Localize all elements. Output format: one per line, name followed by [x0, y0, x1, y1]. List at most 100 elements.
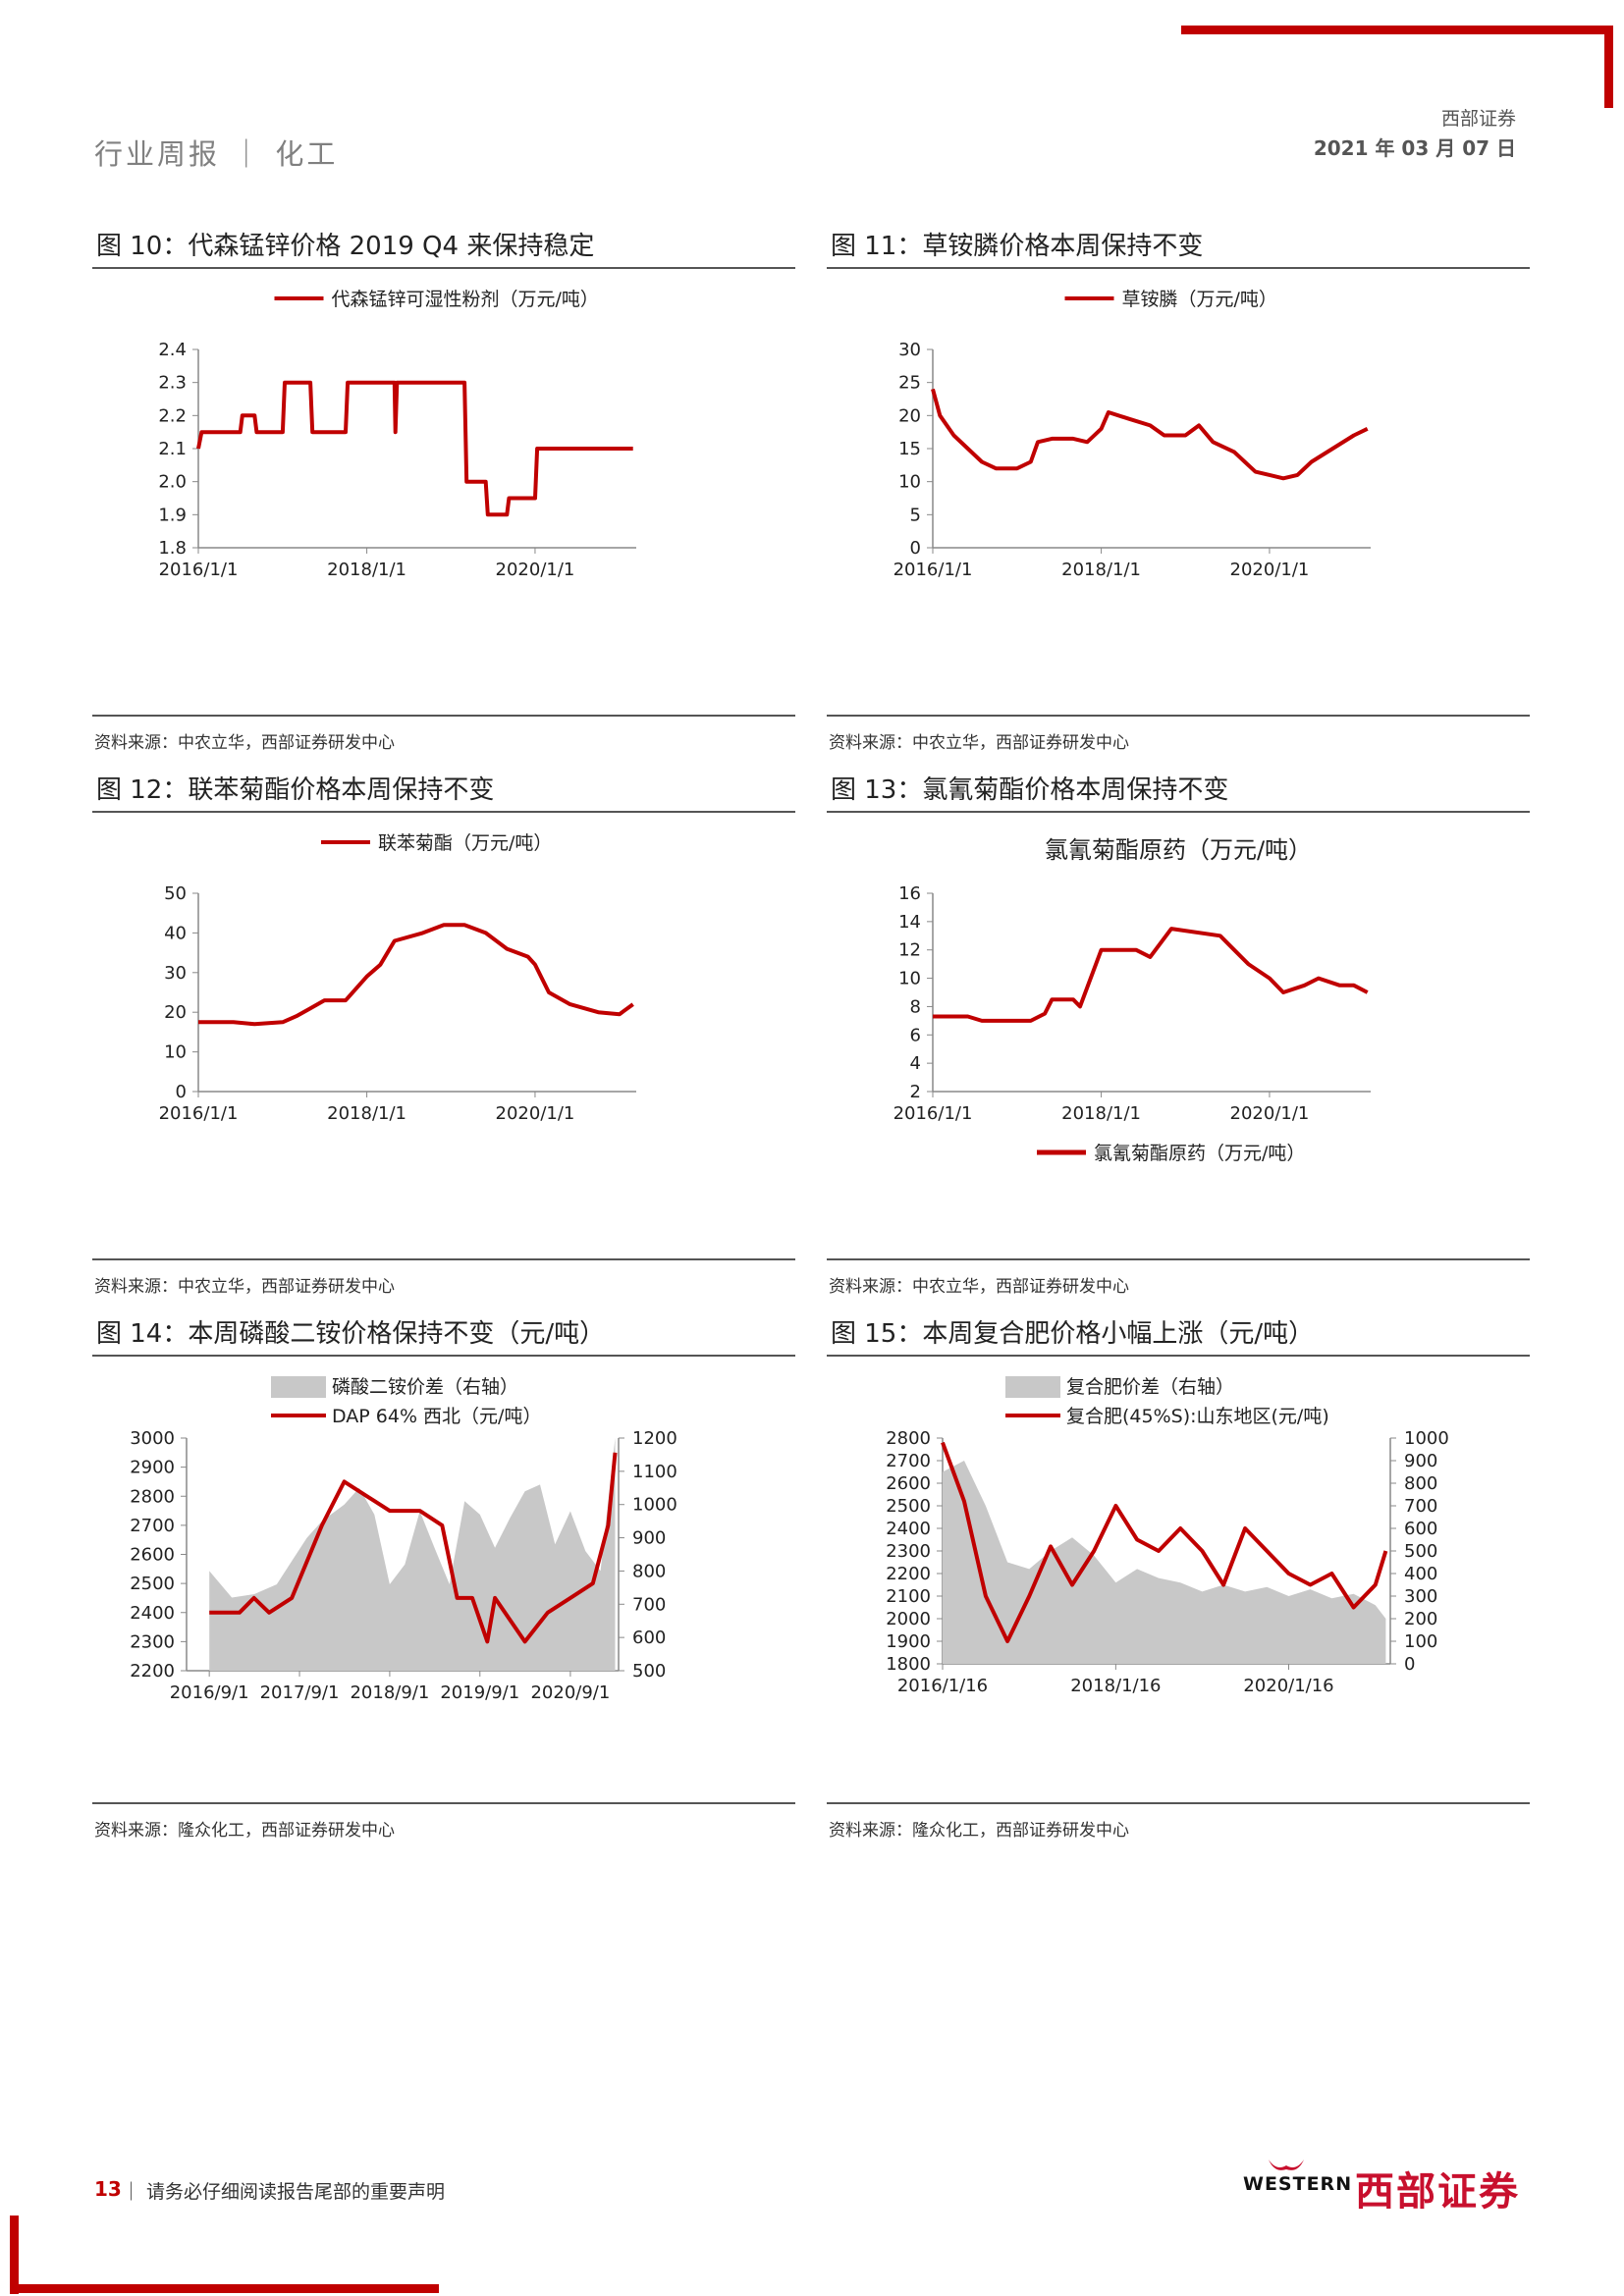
y-tick-label: 8 [910, 996, 921, 1017]
figure-title-rule [827, 267, 1530, 269]
bottom-left-red-bar [10, 2216, 19, 2294]
y-tick-label: 3000 [130, 1428, 175, 1449]
y-tick-label: 40 [164, 923, 187, 943]
y-tick-label: 2.4 [158, 340, 187, 360]
y-tick-label: 16 [898, 883, 921, 904]
y-tick-label: 10 [164, 1042, 187, 1063]
figure-source-rule [827, 1258, 1530, 1260]
y-tick-label: 14 [898, 912, 921, 933]
figure-source: 资料来源：隆众化工，西部证券研发中心 [94, 1821, 395, 1841]
legend-label: 复合肥(45%S):山东地区(元/吨) [1066, 1406, 1329, 1427]
chart-12: 0 10 20 30 40 50 2016/1/1 2018/1/1 2020/1/1 联苯菊酯（… [159, 832, 636, 1124]
y-tick-label: 2000 [886, 1609, 931, 1629]
figure-panel-15: 图 15：本周复合肥价格小幅上涨（元/吨） 1800 1900 2000 2100 22… [827, 1313, 1530, 1843]
legend-label: DAP 64% 西北（元/吨） [332, 1406, 541, 1427]
figure-title-rule [827, 811, 1530, 813]
y-tick-right-label: 500 [1404, 1541, 1437, 1562]
y-tick-label: 0 [176, 1082, 187, 1102]
y-tick-label: 2500 [886, 1496, 931, 1517]
x-tick-label: 2018/1/1 [1061, 560, 1141, 580]
x-tick-label: 2016/9/1 [170, 1682, 249, 1703]
y-tick-right-label: 0 [1404, 1654, 1415, 1675]
legend-label: 代森锰锌可湿性粉剂（万元/吨） [332, 289, 599, 310]
logo-text-cn: 西部证券 [1355, 2169, 1520, 2215]
y-tick-right-label: 800 [1404, 1473, 1437, 1494]
y-tick-label: 10 [898, 472, 921, 493]
y-tick-right-label: 100 [1404, 1631, 1437, 1652]
y-tick-label: 2700 [130, 1516, 175, 1536]
y-tick-right-label: 300 [1404, 1586, 1437, 1607]
figure-title: 图 10：代森锰锌价格 2019 Q4 来保持稳定 [96, 232, 595, 261]
chart-13: 2 4 6 8 10 12 14 16 2016/1/1 2018/1/1 2020/1/1 氯氰菊酯… [893, 836, 1371, 1164]
x-tick-label: 2016/1/1 [893, 560, 973, 580]
series-line-0 [196, 380, 633, 517]
y-tick-right-label: 400 [1404, 1564, 1437, 1584]
figure-title: 图 14：本周磷酸二铵价格保持不变（元/吨） [96, 1319, 606, 1349]
figure-panel-11: 图 11：草铵膦价格本周保持不变 0 5 10 15 20 25 30 2016/1/1 201… [827, 226, 1530, 756]
y-tick-right-label: 900 [1404, 1451, 1437, 1471]
figure-title-rule [827, 1355, 1530, 1357]
x-tick-label: 2016/1/1 [159, 1103, 239, 1124]
company-name: 西部证券 [1440, 108, 1516, 130]
y-tick-label: 2200 [886, 1564, 931, 1584]
bull-logo-icon [1267, 2158, 1306, 2173]
series-line-0 [933, 927, 1369, 1023]
legend-swatch [1005, 1376, 1060, 1398]
y-tick-label: 2100 [886, 1586, 931, 1607]
x-tick-label: 2017/9/1 [260, 1682, 340, 1703]
y-tick-right-label: 1000 [632, 1495, 677, 1516]
y-tick-label: 2 [910, 1082, 921, 1102]
report-date: 2021 年 03 月 07 日 [1313, 136, 1516, 160]
y-tick-label: 25 [898, 373, 921, 394]
report-section: 行业周报 ｜ 化工 [94, 137, 339, 171]
legend-label: 氯氰菊酯原药（万元/吨） [1094, 1143, 1305, 1164]
y-tick-label: 2800 [130, 1486, 175, 1507]
figure-source: 资料来源：隆众化工，西部证券研发中心 [829, 1821, 1129, 1841]
legend-label: 磷酸二铵价差（右轴） [332, 1376, 518, 1398]
chart-11: 0 5 10 15 20 25 30 2016/1/1 2018/1/1 2020/1/1 草铵膦（… [893, 289, 1371, 580]
x-tick-label: 2020/1/1 [496, 1103, 575, 1124]
y-tick-right-label: 700 [1404, 1496, 1437, 1517]
y-tick-label: 2400 [886, 1519, 931, 1539]
figure-title: 图 13：氯氰菊酯价格本周保持不变 [831, 775, 1229, 805]
x-tick-label: 2020/1/1 [1230, 560, 1310, 580]
series-line-1 [209, 1452, 618, 1644]
y-tick-right-label: 900 [632, 1528, 666, 1549]
page-number: 13 [94, 2177, 122, 2201]
y-tick-label: 0 [910, 538, 921, 559]
series-line-0 [198, 923, 634, 1027]
figure-title: 图 12：联苯菊酯价格本周保持不变 [96, 775, 495, 805]
x-tick-label: 2018/9/1 [350, 1682, 429, 1703]
x-tick-label: 2016/1/1 [159, 560, 239, 580]
x-tick-label: 2018/1/1 [327, 560, 406, 580]
y-tick-label: 30 [898, 340, 921, 360]
figure-source-rule [92, 1258, 795, 1260]
y-tick-label: 2600 [886, 1473, 931, 1494]
y-tick-right-label: 700 [632, 1594, 666, 1615]
y-tick-label: 15 [898, 439, 921, 459]
y-tick-label: 6 [910, 1025, 921, 1045]
y-tick-right-label: 600 [632, 1628, 666, 1648]
y-tick-label: 20 [898, 405, 921, 426]
figure-source: 资料来源：中农立华，西部证券研发中心 [829, 1277, 1129, 1297]
y-tick-label: 50 [164, 883, 187, 904]
legend-label: 复合肥价差（右轴） [1066, 1376, 1234, 1398]
y-tick-right-label: 200 [1404, 1609, 1437, 1629]
y-tick-label: 2.0 [158, 472, 187, 493]
figure-source: 资料来源：中农立华，西部证券研发中心 [94, 1277, 395, 1297]
legend-swatch [271, 1376, 326, 1398]
y-tick-label: 20 [164, 1002, 187, 1023]
figure-panel-14: 图 14：本周磷酸二铵价格保持不变（元/吨） 2200 2300 2400 2500 2… [92, 1313, 795, 1843]
y-tick-label: 2900 [130, 1458, 175, 1478]
y-tick-right-label: 1200 [632, 1428, 677, 1449]
y-tick-label: 30 [164, 963, 187, 984]
x-tick-label: 2018/1/1 [327, 1103, 406, 1124]
y-tick-right-label: 500 [632, 1661, 666, 1682]
y-tick-right-label: 1000 [1404, 1428, 1449, 1449]
y-tick-label: 2700 [886, 1451, 931, 1471]
disclaimer-note: ｜ 请务必仔细阅读报告尾部的重要声明 [122, 2181, 446, 2203]
y-tick-label: 2300 [886, 1541, 931, 1562]
y-tick-right-label: 1100 [632, 1462, 677, 1482]
legend-label: 草铵膦（万元/吨） [1122, 289, 1277, 310]
figure-panel-12: 图 12：联苯菊酯价格本周保持不变 0 10 20 30 40 50 2016/1/1 201… [92, 770, 795, 1300]
